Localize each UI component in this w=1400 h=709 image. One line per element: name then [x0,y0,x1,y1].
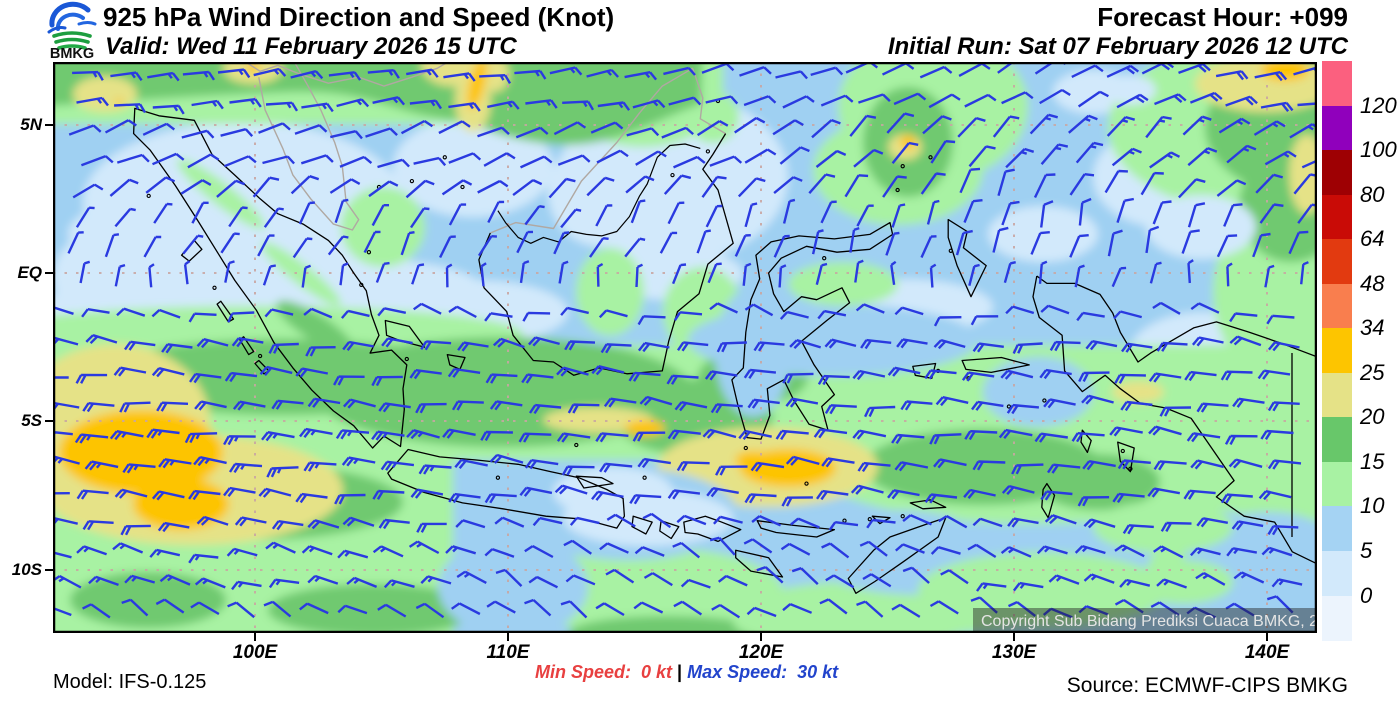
svg-text:Copyright Sub Bidang Prediksi: Copyright Sub Bidang Prediksi Cuaca BMKG… [981,613,1317,630]
svg-text:BMKG: BMKG [50,46,94,59]
